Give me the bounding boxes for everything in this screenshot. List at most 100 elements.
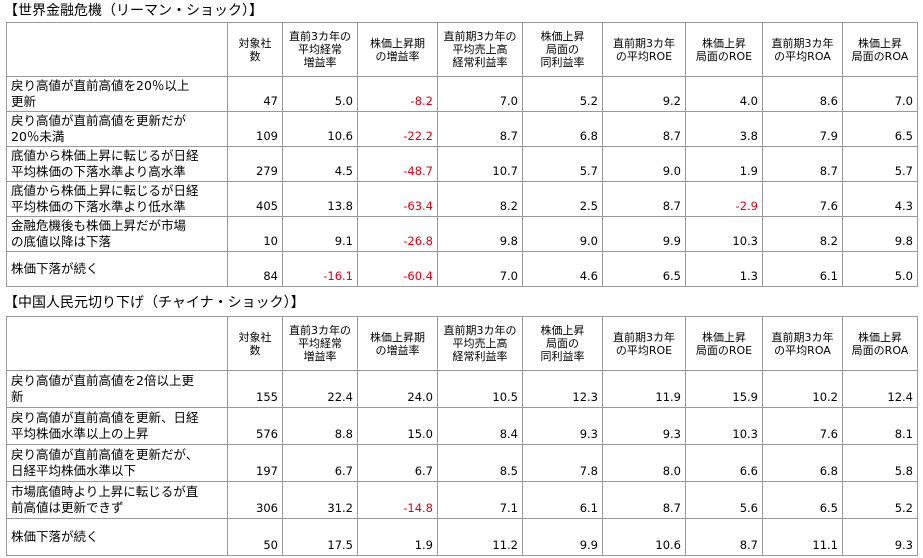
column-header: 直前期3カ年 の平均ROE [602, 22, 686, 77]
corner-cell [6, 22, 228, 77]
cell-value: 6.7 [282, 444, 358, 482]
cell-value: 8.7 [685, 518, 763, 556]
cell-value: 9.8 [842, 216, 918, 252]
cell-value: 8.7 [762, 146, 843, 182]
data-row: 株価下落が続く 84 -16.1 -60.4 7.0 4.6 6.5 1.3 6.1 5.0 [6, 251, 918, 287]
cell-value: 10 [227, 216, 283, 252]
data-row: 金融危機後も株価上昇だが市場 の底値以降は下落 10 9.1 -26.8 9.8 9.0 9… [6, 216, 918, 252]
cell-value: 3.8 [685, 111, 763, 147]
cell-value: 8.1 [842, 407, 918, 445]
column-header: 株価上昇 局面のROA [842, 22, 918, 77]
cell-value: 24.0 [357, 370, 438, 408]
cell-value: 8.7 [437, 111, 523, 147]
data-row: 株価下落が続く 50 17.5 1.9 11.2 9.9 10.6 8.7 11.1 9.3 [6, 518, 918, 556]
cell-value: 155 [227, 370, 283, 408]
cell-value: 7.6 [762, 407, 843, 445]
cell-value: 8.6 [762, 76, 843, 112]
cell-value: 7.0 [437, 251, 523, 287]
cell-value: 8.2 [762, 216, 843, 252]
row-label: 金融危機後も株価上昇だが市場 の底値以降は下落 [6, 216, 228, 252]
cell-value: 197 [227, 444, 283, 482]
cell-value: -26.8 [357, 216, 438, 252]
cell-value: 5.2 [842, 481, 918, 519]
cell-value: 9.0 [522, 216, 603, 252]
row-label: 株価下落が続く [6, 518, 228, 556]
row-label: 戻り高値が直前高値を2倍以上更 新 [6, 370, 228, 408]
row-label: 戻り高値が直前高値を更新だが 20％未満 [6, 111, 228, 147]
cell-value: 7.8 [522, 444, 603, 482]
cell-value: -16.1 [282, 251, 358, 287]
column-header: 直前期3カ年の 平均売上高 経常利益率 [437, 22, 523, 77]
column-header: 直前3カ年の 平均経常 増益率 [282, 316, 358, 371]
data-row: 戻り高値が直前高値を2倍以上更 新 155 22.4 24.0 10.5 12.3 11.9… [6, 370, 918, 408]
cell-value: -63.4 [357, 181, 438, 217]
cell-value: 7.9 [762, 111, 843, 147]
data-row: 戻り高値が直前高値を更新だが、 日経平均株価水準以下 197 6.7 6.7 8.5 7.… [6, 444, 918, 482]
cell-value: 15.0 [357, 407, 438, 445]
column-header: 直前期3カ年 の平均ROA [762, 22, 843, 77]
cell-value: 10.3 [685, 407, 763, 445]
data-row: 市場底値時より上昇に転じるが直 前高値は更新できず 306 31.2 -14.8 7.1… [6, 481, 918, 519]
cell-value: 4.3 [842, 181, 918, 217]
cell-value: 7.1 [437, 481, 523, 519]
cell-value: 9.3 [522, 407, 603, 445]
column-header: 直前3カ年の 平均経常 増益率 [282, 22, 358, 77]
cell-value: 9.9 [602, 216, 686, 252]
cell-value: -48.7 [357, 146, 438, 182]
cell-value: 6.1 [522, 481, 603, 519]
column-header: 株価上昇 局面のROA [842, 316, 918, 371]
cell-value: 10.6 [602, 518, 686, 556]
cell-value: 4.6 [522, 251, 603, 287]
cell-value: -8.2 [357, 76, 438, 112]
cell-value: -60.4 [357, 251, 438, 287]
cell-value: 8.7 [602, 111, 686, 147]
cell-value: 1.9 [685, 146, 763, 182]
cell-value: 8.2 [437, 181, 523, 217]
cell-value: 9.9 [522, 518, 603, 556]
cell-value: 6.7 [357, 444, 438, 482]
cell-value: 5.0 [282, 76, 358, 112]
cell-value: 6.5 [842, 111, 918, 147]
data-table: 対象社 数直前3カ年の 平均経常 増益率 株価上昇期 の増益率 直前期3カ年の 平均… [6, 22, 918, 287]
cell-value: 7.0 [437, 76, 523, 112]
column-header: 株価上昇期 の増益率 [357, 22, 438, 77]
cell-value: 5.7 [842, 146, 918, 182]
cell-value: 12.4 [842, 370, 918, 408]
cell-value: 8.0 [602, 444, 686, 482]
column-header: 対象社 数 [227, 316, 283, 371]
cell-value: 6.8 [762, 444, 843, 482]
cell-value: 6.5 [602, 251, 686, 287]
data-table: 対象社 数直前3カ年の 平均経常 増益率 株価上昇期 の増益率 直前期3カ年の 平均… [6, 316, 918, 556]
cell-value: 10.5 [437, 370, 523, 408]
cell-value: 405 [227, 181, 283, 217]
cell-value: 10.3 [685, 216, 763, 252]
cell-value: 109 [227, 111, 283, 147]
column-header: 株価上昇期 の増益率 [357, 316, 438, 371]
cell-value: 576 [227, 407, 283, 445]
cell-value: 13.8 [282, 181, 358, 217]
cell-value: 47 [227, 76, 283, 112]
row-label: 戻り高値が直前高値を更新だが、 日経平均株価水準以下 [6, 444, 228, 482]
cell-value: 2.5 [522, 181, 603, 217]
cell-value: 10.2 [762, 370, 843, 408]
cell-value: 9.1 [282, 216, 358, 252]
cell-value: 7.6 [762, 181, 843, 217]
header-row: 対象社 数直前3カ年の 平均経常 増益率 株価上昇期 の増益率 直前期3カ年の 平均… [6, 22, 918, 77]
cell-value: 9.0 [602, 146, 686, 182]
cell-value: 9.8 [437, 216, 523, 252]
cell-value: 50 [227, 518, 283, 556]
section-title: 【中国人民元切り下げ（チャイナ・ショック）】 [4, 295, 305, 311]
cell-value: 10.6 [282, 111, 358, 147]
cell-value: 22.4 [282, 370, 358, 408]
cell-value: 9.3 [602, 407, 686, 445]
cell-value: 84 [227, 251, 283, 287]
data-row: 底値から株価上昇に転じるが日経 平均株価の下落水準より低水準 405 13.8 -63… [6, 181, 918, 217]
cell-value: 5.0 [842, 251, 918, 287]
row-label: 底値から株価上昇に転じるが日経 平均株価の下落水準より低水準 [6, 181, 228, 217]
cell-value: 12.3 [522, 370, 603, 408]
cell-value: 8.8 [282, 407, 358, 445]
column-header: 対象社 数 [227, 22, 283, 77]
column-header: 直前期3カ年 の平均ROA [762, 316, 843, 371]
corner-cell [6, 316, 228, 371]
data-row: 戻り高値が直前高値を更新、日経 平均株価水準以上の上昇 576 8.8 15.0 8.4… [6, 407, 918, 445]
